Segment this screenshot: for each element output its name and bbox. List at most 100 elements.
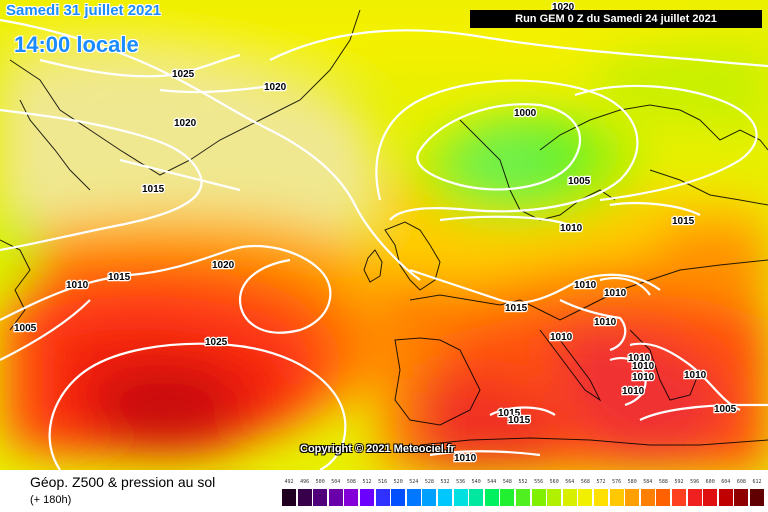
map-title: Géop. Z500 & pression au sol: [30, 474, 216, 490]
legend-label: 520: [393, 479, 403, 485]
legend-swatch: [344, 489, 359, 506]
legend-label: 560: [549, 479, 559, 485]
legend-swatch: [547, 489, 562, 506]
isobar-label: 1020: [212, 260, 235, 271]
legend-swatch: [734, 489, 749, 506]
isobar-label: 1010: [622, 386, 645, 397]
legend-swatch: [609, 489, 624, 506]
legend-swatch: [328, 489, 343, 506]
forecast-date: Samedi 31 juillet 2021: [6, 2, 162, 19]
isobar-label: 1000: [514, 108, 537, 119]
legend-label: 540: [471, 479, 481, 485]
legend-label: 512: [362, 479, 372, 485]
legend-swatch: [406, 489, 421, 506]
legend-swatch: [391, 489, 406, 506]
isobars: [0, 18, 768, 470]
legend-label: 576: [612, 479, 622, 485]
legend-swatch: [562, 489, 577, 506]
weather-map: 1025 1020 1020 1015 1015 1010 1005 1020 …: [0, 0, 768, 470]
legend-label: 564: [565, 479, 575, 485]
legend-label: 508: [346, 479, 356, 485]
legend-label: 600: [705, 479, 715, 485]
legend-label: 532: [440, 479, 450, 485]
legend-swatch: [656, 489, 671, 506]
legend-swatch: [750, 489, 764, 506]
legend-swatch: [453, 489, 468, 506]
isobar-label: 1005: [14, 323, 37, 334]
isobar-label: 1015: [672, 216, 695, 227]
legend-label: 496: [300, 479, 310, 485]
legend-label: 572: [596, 479, 606, 485]
legend-swatch: [703, 489, 718, 506]
isobar-label: 1015: [508, 415, 531, 426]
copyright-notice: Copyright © 2021 Meteociel.fr: [300, 443, 455, 455]
legend-swatch: [500, 489, 515, 506]
legend-swatch: [297, 489, 312, 506]
isobar-label: 1020: [174, 118, 197, 129]
isobar-label: 1010: [632, 372, 655, 383]
legend-swatch: [672, 489, 686, 506]
legend-label: 556: [534, 479, 544, 485]
coastlines: [0, 9, 768, 446]
legend-swatch: [516, 489, 530, 506]
legend-swatch: [625, 489, 640, 506]
isobar-label: 1005: [568, 176, 591, 187]
legend-swatch: [438, 489, 452, 506]
isobar-label: 1010: [604, 288, 627, 299]
legend-swatch: [484, 489, 499, 506]
isobar-label: 1010: [684, 370, 707, 381]
isobar-label: 1025: [172, 69, 195, 80]
isobar-label: 1010: [550, 332, 573, 343]
color-scale-legend: 492 496 500 504 508 512 516 520 524 528 532 536 540 5…: [282, 479, 766, 509]
legend-label: 580: [627, 479, 637, 485]
legend-label: 516: [378, 479, 388, 485]
legend-label: 612: [752, 479, 762, 485]
legend-label: 504: [331, 479, 341, 485]
legend-swatch: [313, 489, 328, 506]
legend-label: 492: [284, 479, 294, 485]
forecast-time: 14:00 locale: [14, 32, 139, 57]
legend-label: 524: [409, 479, 419, 485]
isobar-label: 1010: [574, 280, 597, 291]
legend-swatch: [375, 489, 390, 506]
legend-swatch: [531, 489, 546, 506]
legend-swatch: [469, 489, 484, 506]
isobar-label: 1010: [632, 361, 655, 372]
isobar-label: 1005: [714, 404, 737, 415]
legend-label: 588: [658, 479, 668, 485]
legend-label: 536: [456, 479, 466, 485]
legend-label: 544: [487, 479, 497, 485]
legend-swatch: [640, 489, 655, 506]
legend-label: 552: [518, 479, 528, 485]
isobar-label: 1010: [560, 223, 583, 234]
isobar-label: 1015: [505, 303, 528, 314]
legend-label: 528: [424, 479, 434, 485]
legend-label: 584: [643, 479, 653, 485]
isobar-label: 1010: [66, 280, 89, 291]
isobar-label: 1015: [142, 184, 165, 195]
isobar-label: 1015: [498, 408, 521, 419]
legend-swatch: [282, 489, 296, 506]
legend-swatch: [360, 489, 374, 506]
isobar-label: 1020: [264, 82, 287, 93]
legend-label: 568: [580, 479, 590, 485]
legend-swatch: [422, 489, 437, 506]
legend-swatch: [594, 489, 608, 506]
legend-label: 608: [736, 479, 746, 485]
isobar-label: 1015: [108, 272, 131, 283]
legend-swatch: [718, 489, 733, 506]
legend-label: 500: [315, 479, 325, 485]
legend-label: 592: [674, 479, 684, 485]
isobar-label: 1010: [594, 317, 617, 328]
forecast-lead-time: (+ 180h): [30, 494, 72, 506]
legend-label: 604: [721, 479, 731, 485]
isobar-label: 1025: [205, 337, 228, 348]
legend-label: 596: [690, 479, 700, 485]
geopotential-field: [0, 0, 768, 470]
isobar-label: 1010: [454, 453, 477, 464]
legend-label: 548: [502, 479, 512, 485]
model-run-label: Run GEM 0 Z du Samedi 24 juillet 2021: [470, 10, 762, 28]
legend-swatch: [687, 489, 702, 506]
isobar-label: 1010: [628, 353, 651, 364]
isobar-labels: 1025 1020 1020 1015 1015 1010 1005 1020 …: [13, 1, 738, 466]
